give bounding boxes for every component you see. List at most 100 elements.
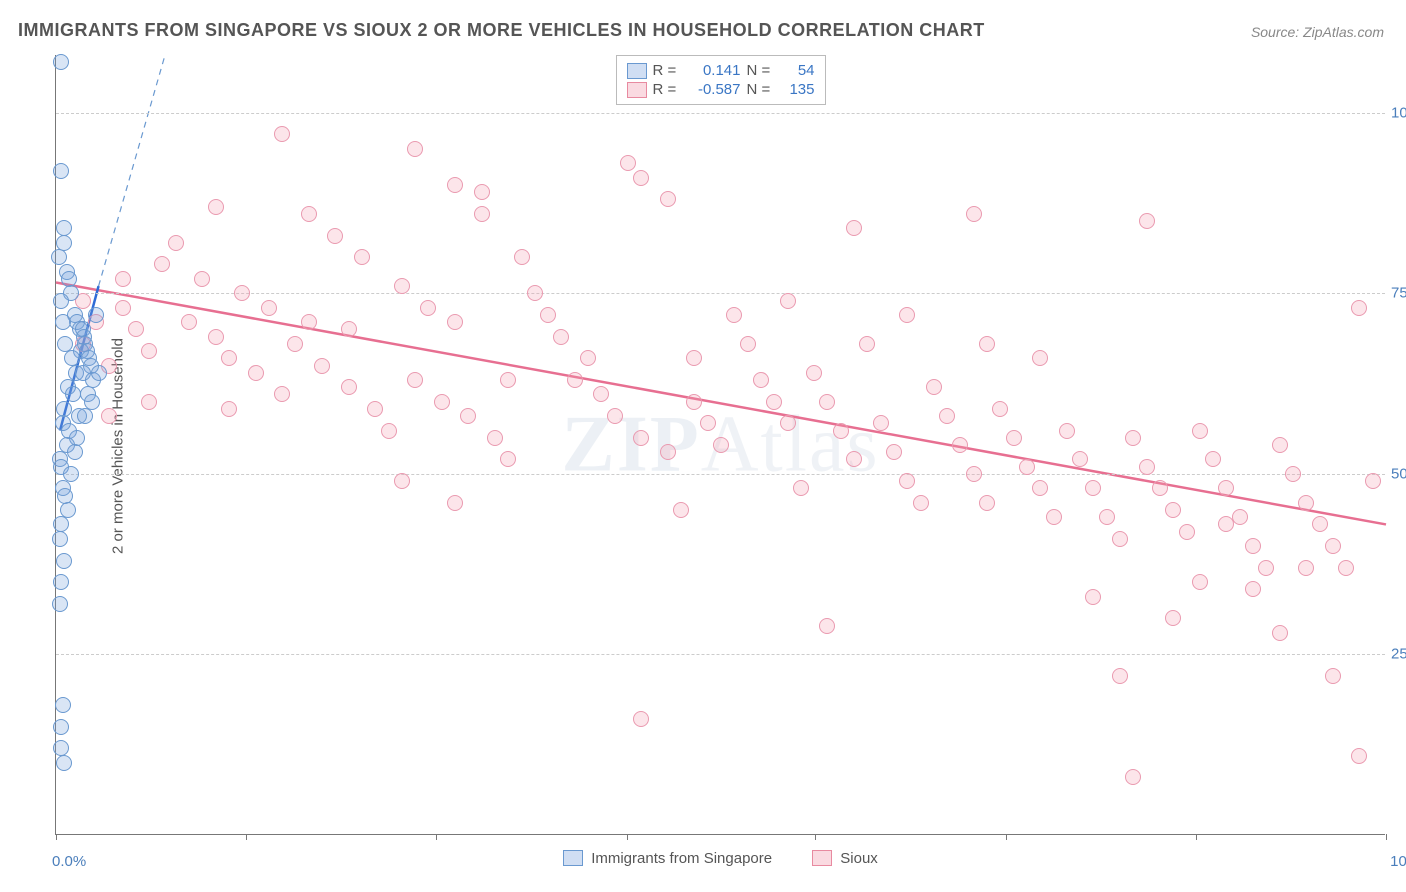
data-point (819, 394, 835, 410)
source-label: Source: (1251, 24, 1299, 40)
x-tick-mark (246, 834, 247, 840)
data-point (913, 495, 929, 511)
data-point (1258, 560, 1274, 576)
data-point (753, 372, 769, 388)
data-point (52, 531, 68, 547)
y-tick-label: 100.0% (1391, 104, 1406, 121)
data-point (1152, 480, 1168, 496)
legend-item-pink: Sioux (812, 850, 878, 867)
data-point (713, 437, 729, 453)
data-point (115, 300, 131, 316)
data-point (194, 271, 210, 287)
data-point (514, 249, 530, 265)
data-point (447, 177, 463, 193)
data-point (381, 423, 397, 439)
data-point (53, 293, 69, 309)
data-point (301, 314, 317, 330)
data-point (1285, 466, 1301, 482)
data-point (63, 466, 79, 482)
data-point (1099, 509, 1115, 525)
data-point (567, 372, 583, 388)
data-point (314, 358, 330, 374)
data-point (633, 170, 649, 186)
data-point (447, 314, 463, 330)
data-point (1351, 748, 1367, 764)
legend-item-blue: Immigrants from Singapore (563, 850, 772, 867)
data-point (287, 336, 303, 352)
legend-pink-label: Sioux (840, 850, 878, 867)
data-point (1312, 516, 1328, 532)
correlation-legend: R = 0.141 N = 54 R = -0.587 N = 135 (616, 55, 826, 105)
data-point (53, 740, 69, 756)
data-point (53, 574, 69, 590)
data-point (1085, 589, 1101, 605)
data-point (1245, 538, 1261, 554)
data-point (1059, 423, 1075, 439)
data-point (886, 444, 902, 460)
data-point (1245, 581, 1261, 597)
data-point (846, 451, 862, 467)
data-point (53, 163, 69, 179)
data-point (1272, 437, 1288, 453)
data-point (740, 336, 756, 352)
data-point (274, 386, 290, 402)
data-point (420, 300, 436, 316)
data-point (56, 755, 72, 771)
data-point (1298, 495, 1314, 511)
chart-container: IMMIGRANTS FROM SINGAPORE VS SIOUX 2 OR … (0, 0, 1406, 892)
data-point (686, 350, 702, 366)
data-point (766, 394, 782, 410)
data-point (846, 220, 862, 236)
data-point (128, 321, 144, 337)
data-point (1165, 610, 1181, 626)
data-point (434, 394, 450, 410)
data-point (53, 54, 69, 70)
x-axis-max-label: 100.0% (1390, 853, 1406, 870)
data-point (952, 437, 968, 453)
legend-row-blue: R = 0.141 N = 54 (627, 62, 815, 79)
data-point (700, 415, 716, 431)
data-point (88, 307, 104, 323)
gridline (56, 654, 1385, 655)
x-tick-mark (56, 834, 57, 840)
data-point (859, 336, 875, 352)
data-point (1272, 625, 1288, 641)
data-point (77, 408, 93, 424)
data-point (1192, 574, 1208, 590)
data-point (248, 365, 264, 381)
data-point (1019, 459, 1035, 475)
data-point (1125, 430, 1141, 446)
x-tick-mark (436, 834, 437, 840)
swatch-blue-icon (627, 63, 647, 79)
legend-blue-r: 0.141 (687, 62, 741, 79)
data-point (1112, 668, 1128, 684)
data-point (327, 228, 343, 244)
data-point (55, 314, 71, 330)
data-point (1338, 560, 1354, 576)
data-point (1205, 451, 1221, 467)
data-point (447, 495, 463, 511)
data-point (966, 206, 982, 222)
data-point (1192, 423, 1208, 439)
data-point (1298, 560, 1314, 576)
data-point (527, 285, 543, 301)
data-point (221, 401, 237, 417)
source-link[interactable]: ZipAtlas.com (1303, 24, 1384, 40)
data-point (833, 423, 849, 439)
data-point (1365, 473, 1381, 489)
data-point (367, 401, 383, 417)
data-point (474, 206, 490, 222)
data-point (52, 596, 68, 612)
data-point (899, 473, 915, 489)
data-point (1032, 350, 1048, 366)
source-credit: Source: ZipAtlas.com (1251, 24, 1384, 40)
x-tick-mark (1196, 834, 1197, 840)
y-tick-label: 50.0% (1391, 465, 1406, 482)
data-point (394, 278, 410, 294)
data-point (1351, 300, 1367, 316)
data-point (926, 379, 942, 395)
data-point (154, 256, 170, 272)
data-point (819, 618, 835, 634)
legend-pink-n: 135 (781, 81, 815, 98)
data-point (1139, 459, 1155, 475)
